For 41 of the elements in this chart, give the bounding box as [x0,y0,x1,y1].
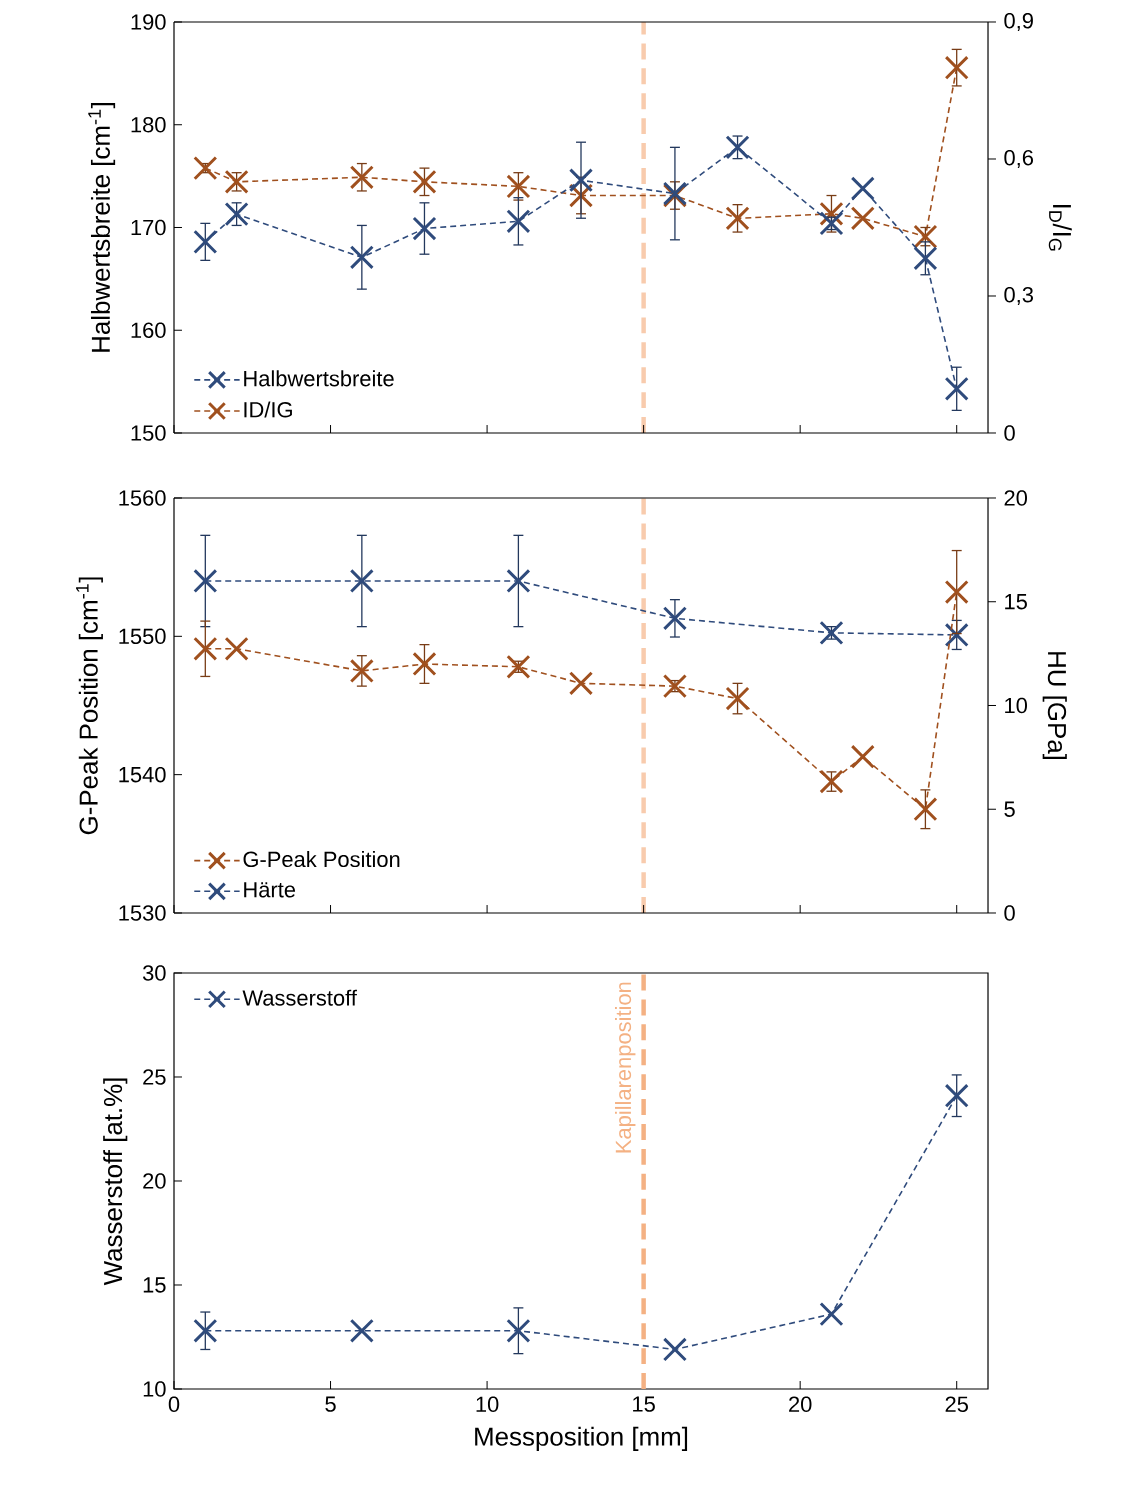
y2-tick-label: 15 [1005,594,1027,610]
legend-label: Härte [244,882,296,898]
y-tick-label: 170 [131,219,166,236]
y2-axis-title: HU [GPa] [1042,652,1067,760]
y-tick-label: 30 [142,965,166,981]
y-axis-title: Wasserstoff [at.%] [103,1078,128,1286]
x-tick-label: 0 [168,1396,180,1413]
legend-label: G-Peak Position [243,851,400,868]
y2-tick-label: 20 [1004,490,1027,506]
x-tick-label: 10 [476,1396,499,1413]
x-axis-title: Messposition [mm] [475,1426,688,1451]
y2-tick-label: 0,6 [1004,149,1033,169]
x-tick-label: 5 [325,1396,336,1412]
x-tick-label: 15 [633,1396,655,1412]
x-tick-label: 25 [945,1396,968,1413]
x-tick-label: 20 [789,1396,812,1413]
y-tick-label: 180 [131,116,166,133]
y2-axis-title: I$_{D}$/I$_{G}$ [1048,204,1072,251]
y2-tick-label: 10 [1005,697,1027,714]
legend-label: ID/IG [244,401,292,418]
y-axis-title: Halbwertsbreite [cm$^{-1}$] [88,103,116,352]
y-tick-label: 1560 [119,490,166,506]
y2-tick-label: 0 [1004,905,1015,921]
y2-tick-label: 0,9 [1004,12,1033,32]
y2-tick-label: 5 [1004,801,1015,817]
y-tick-label: 190 [131,14,166,30]
y-tick-label: 15 [143,1277,166,1293]
ref-line-label: Kapillarenposition [615,982,636,1153]
legend-label: Halbwertsbreite [244,370,394,387]
y-tick-label: 160 [131,322,166,338]
y-tick-label: 20 [143,1173,166,1189]
y-tick-label: 1550 [119,628,166,645]
y-tick-label: 10 [143,1381,166,1397]
y-tick-label: 1530 [119,905,166,921]
y2-tick-label: 0 [1004,425,1015,441]
y-tick-label: 150 [131,425,166,441]
y-tick-label: 25 [143,1069,166,1085]
legend-label: Wasserstoff [242,989,357,1006]
y2-tick-label: 0,3 [1004,286,1033,306]
y-axis-title: G-Peak Position [cm$^{-1}$] [76,577,103,835]
y-tick-label: 1540 [119,766,166,783]
